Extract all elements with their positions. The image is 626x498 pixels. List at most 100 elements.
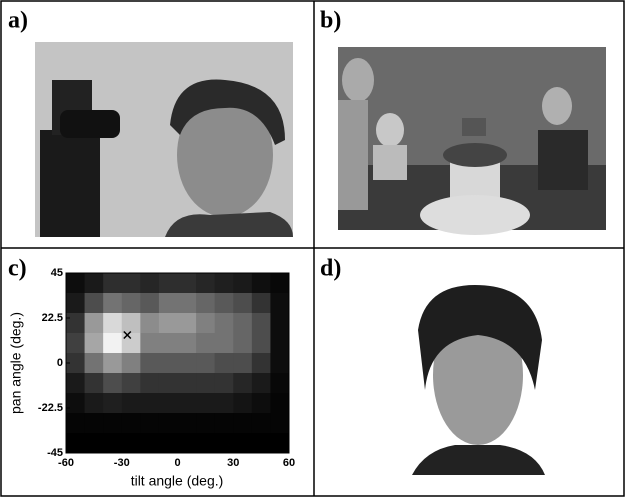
heat-cell bbox=[85, 373, 104, 394]
heat-cell bbox=[66, 293, 85, 314]
heat-cell bbox=[252, 393, 271, 414]
heat-cell bbox=[103, 433, 122, 454]
heat-cell bbox=[215, 413, 234, 434]
heatmap-chart: tilt angle (deg.) pan angle (deg.) -60-3… bbox=[8, 267, 295, 489]
heat-cell bbox=[233, 313, 252, 334]
heat-cell bbox=[252, 333, 271, 354]
heat-cell bbox=[215, 433, 234, 454]
heat-cell bbox=[233, 433, 252, 454]
heat-cell bbox=[196, 373, 215, 394]
heat-cell bbox=[122, 413, 141, 434]
heat-cell bbox=[122, 293, 141, 314]
heat-cell bbox=[85, 393, 104, 414]
heat-cell bbox=[270, 393, 289, 414]
heat-cell bbox=[159, 373, 178, 394]
heat-cell bbox=[252, 313, 271, 334]
figure: a) b) c) d) tilt angle (deg.) pan an bbox=[0, 0, 626, 498]
heat-cell bbox=[270, 373, 289, 394]
figure-canvas: a) b) c) d) tilt angle (deg.) pan an bbox=[0, 0, 626, 498]
heat-cell bbox=[178, 293, 197, 314]
heat-cell bbox=[252, 353, 271, 374]
heat-cell bbox=[85, 313, 104, 334]
heat-cell bbox=[103, 353, 122, 374]
heat-cell bbox=[270, 273, 289, 294]
y-tick-label: 0 bbox=[57, 357, 63, 369]
heat-cell bbox=[103, 293, 122, 314]
heat-cell bbox=[122, 373, 141, 394]
heat-cell bbox=[159, 273, 178, 294]
heat-cell bbox=[103, 373, 122, 394]
heat-cell bbox=[215, 393, 234, 414]
heat-cell bbox=[140, 393, 159, 414]
heat-cell bbox=[270, 293, 289, 314]
heat-cell bbox=[122, 353, 141, 374]
heat-cell bbox=[140, 293, 159, 314]
photo bbox=[338, 47, 606, 235]
heat-cell bbox=[178, 353, 197, 374]
heat-cell bbox=[66, 413, 85, 434]
x-axis-label: tilt angle (deg.) bbox=[131, 473, 224, 489]
heat-cell bbox=[103, 413, 122, 434]
heat-cell bbox=[66, 333, 85, 354]
heat-cell bbox=[233, 393, 252, 414]
heat-cell bbox=[233, 413, 252, 434]
heat-cell bbox=[178, 313, 197, 334]
heat-cell bbox=[140, 333, 159, 354]
heat-cell bbox=[252, 273, 271, 294]
y-tick-label: 22.5 bbox=[42, 312, 63, 324]
heat-cell bbox=[66, 313, 85, 334]
heat-cell bbox=[122, 433, 141, 454]
heat-cell bbox=[196, 333, 215, 354]
heat-cell bbox=[159, 393, 178, 414]
heat-cell bbox=[85, 293, 104, 314]
y-axis-label: pan angle (deg.) bbox=[8, 312, 24, 414]
panel-label: a) bbox=[8, 8, 28, 34]
heat-cell bbox=[103, 273, 122, 294]
heat-cell bbox=[140, 353, 159, 374]
heat-cell bbox=[103, 393, 122, 414]
panel-label: b) bbox=[320, 8, 341, 34]
heat-cell bbox=[196, 393, 215, 414]
heat-cell bbox=[159, 313, 178, 334]
y-tick-label: 45 bbox=[51, 267, 63, 279]
heat-cell bbox=[66, 393, 85, 414]
heat-cell bbox=[178, 373, 197, 394]
heat-cell bbox=[122, 273, 141, 294]
heat-cell bbox=[270, 333, 289, 354]
heat-cell bbox=[196, 273, 215, 294]
heat-cell bbox=[140, 273, 159, 294]
heat-cell bbox=[159, 293, 178, 314]
panel-label: c) bbox=[8, 256, 27, 282]
heat-cell bbox=[85, 353, 104, 374]
photo bbox=[35, 42, 293, 237]
heat-cell bbox=[233, 353, 252, 374]
heat-cell bbox=[215, 293, 234, 314]
heat-cell bbox=[270, 353, 289, 374]
heat-cell bbox=[66, 373, 85, 394]
heat-cell bbox=[140, 313, 159, 334]
heat-cell bbox=[270, 413, 289, 434]
heat-cell bbox=[233, 373, 252, 394]
heat-cell bbox=[178, 393, 197, 414]
heat-cell bbox=[140, 373, 159, 394]
heat-cell bbox=[159, 413, 178, 434]
heat-cell bbox=[178, 333, 197, 354]
heat-cell bbox=[196, 413, 215, 434]
heat-cell bbox=[178, 433, 197, 454]
heat-cell bbox=[159, 333, 178, 354]
heat-cell bbox=[233, 333, 252, 354]
heat-cell bbox=[159, 353, 178, 374]
heat-cell bbox=[270, 433, 289, 454]
heat-cell bbox=[103, 313, 122, 334]
heat-cell bbox=[215, 273, 234, 294]
heat-cell bbox=[85, 433, 104, 454]
heat-cell bbox=[140, 413, 159, 434]
heat-cell bbox=[85, 413, 104, 434]
heat-cell bbox=[215, 313, 234, 334]
y-tick-label: -45 bbox=[47, 447, 63, 459]
y-tick-label: -22.5 bbox=[38, 402, 63, 414]
panel-label: d) bbox=[320, 256, 341, 282]
heat-cell bbox=[66, 273, 85, 294]
heat-cell bbox=[66, 433, 85, 454]
heat-cell bbox=[270, 313, 289, 334]
